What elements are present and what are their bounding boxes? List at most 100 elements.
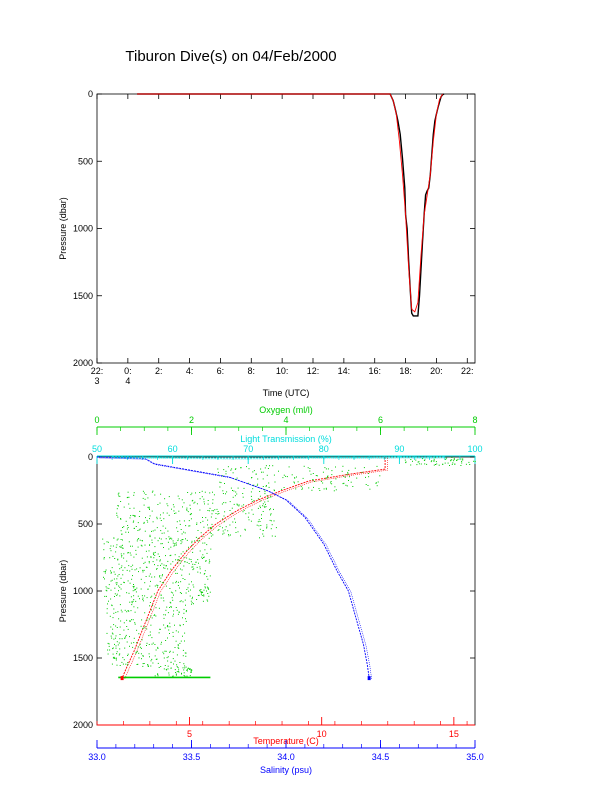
oxygen-point — [238, 505, 240, 507]
oxygen-point — [159, 537, 160, 539]
oxygen-point — [186, 509, 188, 511]
oxygen-point — [323, 488, 325, 490]
oxygen-point — [202, 554, 204, 556]
oxygen-point — [114, 643, 115, 645]
oxygen-point — [142, 598, 144, 600]
oxygen-point — [143, 627, 145, 629]
oxygen-point — [240, 467, 242, 469]
oxygen-point — [175, 640, 177, 642]
oxygen-point — [206, 544, 208, 546]
oxygen-point — [145, 576, 147, 577]
oxygen-point — [348, 469, 350, 471]
y-tick-label: 1500 — [73, 653, 93, 663]
oxygen-point — [177, 495, 179, 497]
oxygen-point — [137, 595, 139, 597]
oxygen-point — [141, 545, 143, 547]
oxygen-point — [118, 585, 120, 587]
oxygen-point — [113, 624, 115, 626]
oxygen-point — [161, 543, 163, 545]
oxygen-point — [450, 460, 452, 462]
oxygen-tick-label: 4 — [283, 415, 288, 425]
oxygen-point — [155, 658, 157, 660]
oxygen-point — [334, 486, 336, 488]
oxygen-point — [182, 649, 184, 651]
oxygen-point — [143, 492, 145, 494]
oxygen-point — [176, 664, 178, 666]
oxygen-point — [127, 527, 129, 528]
oxygen-point — [170, 661, 172, 663]
oxygen-point — [198, 594, 200, 596]
oxygen-point — [262, 530, 264, 532]
oxygen-point — [168, 496, 170, 498]
oxygen-point — [152, 552, 154, 554]
oxygen-point — [185, 610, 187, 612]
oxygen-point — [186, 561, 188, 563]
oxygen-point — [274, 481, 276, 483]
oxygen-point — [160, 577, 162, 579]
x-tick-label: 4: — [186, 366, 194, 376]
oxygen-point — [264, 467, 266, 469]
oxygen-point — [227, 530, 229, 532]
oxygen-point — [190, 494, 192, 496]
oxygen-point — [191, 581, 192, 583]
oxygen-point — [120, 583, 122, 585]
oxygen-point — [367, 485, 369, 486]
oxygen-point — [182, 551, 184, 553]
oxygen-point — [228, 534, 230, 535]
oxygen-point — [183, 565, 185, 567]
oxygen-point — [207, 519, 209, 521]
oxygen-point — [191, 545, 193, 547]
oxygen-point — [117, 644, 119, 646]
oxygen-point — [181, 539, 183, 541]
oxygen-point — [161, 575, 163, 577]
oxygen-point — [172, 542, 174, 544]
oxygen-point — [430, 461, 432, 463]
oxygen-point — [149, 602, 151, 603]
oxygen-point — [176, 572, 178, 574]
oxygen-point — [251, 501, 253, 503]
oxygen-point — [147, 521, 149, 523]
oxygen-point — [453, 457, 455, 459]
oxygen-point — [120, 518, 122, 520]
oxygen-point — [166, 512, 168, 514]
oxygen-point — [159, 560, 161, 562]
oxygen-point — [160, 564, 161, 566]
oxygen-point — [107, 541, 109, 543]
oxygen-point — [161, 532, 163, 534]
oxygen-point — [161, 582, 163, 584]
oxygen-point — [145, 550, 147, 552]
oxygen-point — [110, 598, 112, 600]
oxygen-point — [112, 555, 114, 557]
oxygen-point — [122, 657, 124, 659]
oxygen-point — [273, 489, 275, 491]
oxygen-point — [138, 633, 140, 635]
oxygen-point — [232, 496, 234, 498]
oxygen-point — [327, 468, 329, 470]
oxygen-point — [157, 673, 159, 675]
oxygen-point — [183, 663, 185, 665]
oxygen-point — [135, 591, 137, 593]
oxygen-point — [213, 510, 214, 512]
oxygen-point — [252, 471, 254, 473]
oxygen-point — [163, 617, 165, 619]
oxygen-point — [190, 559, 192, 560]
oxygen-point — [248, 468, 250, 470]
oxygen-point — [196, 503, 198, 505]
oxygen-point — [131, 568, 133, 570]
oxygen-point — [109, 548, 111, 550]
oxygen-point — [112, 628, 114, 630]
oxygen-point — [165, 527, 167, 529]
oxygen-point — [137, 530, 139, 531]
oxygen-point — [106, 612, 108, 614]
oxygen-point — [184, 632, 186, 634]
oxygen-point — [173, 510, 175, 512]
oxygen-point — [244, 529, 246, 531]
oxygen-point — [199, 498, 201, 500]
oxygen-point — [189, 504, 191, 506]
oxygen-point — [119, 626, 121, 628]
oxygen-point — [219, 525, 221, 527]
oxygen-point — [178, 611, 180, 613]
oxygen-point — [318, 488, 320, 490]
oxygen-point — [210, 548, 212, 550]
oxygen-point — [119, 634, 121, 635]
